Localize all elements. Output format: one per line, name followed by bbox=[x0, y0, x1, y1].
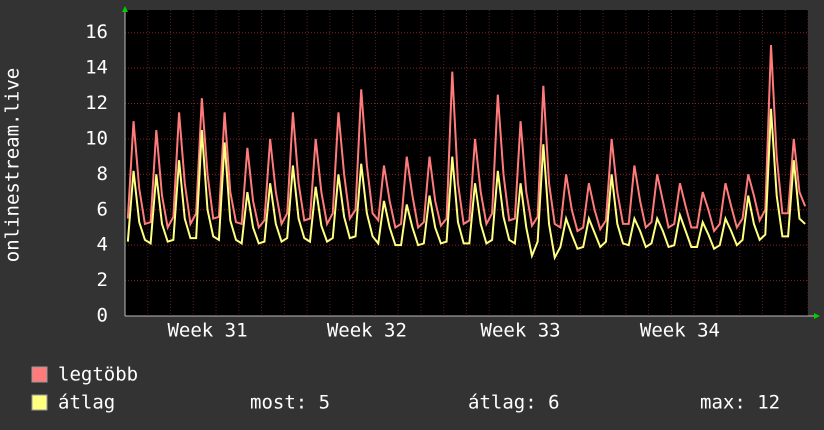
y-tick-label: 12 bbox=[85, 92, 108, 114]
x-tick-label: Week 31 bbox=[167, 320, 247, 342]
stat-label: most: 5 bbox=[250, 392, 330, 414]
x-tick-label: Week 32 bbox=[327, 320, 407, 342]
y-axis-arrow bbox=[122, 6, 128, 12]
legend-label: legtöbb bbox=[58, 364, 138, 386]
x-tick-label: Week 34 bbox=[640, 320, 720, 342]
y-tick-label: 16 bbox=[85, 21, 108, 43]
series-line bbox=[126, 108, 806, 261]
y-tick-label: 10 bbox=[85, 127, 108, 149]
stat-label: max: 12 bbox=[700, 392, 780, 414]
y-tick-label: 0 bbox=[97, 305, 108, 327]
y-tick-label: 8 bbox=[97, 163, 108, 185]
stat-label: átlag: 6 bbox=[468, 392, 560, 414]
x-axis-arrow bbox=[814, 313, 820, 319]
legend-label: átlag bbox=[58, 392, 115, 414]
x-tick-label: Week 33 bbox=[481, 320, 561, 342]
y-tick-label: 6 bbox=[97, 198, 108, 220]
legend-swatch bbox=[31, 366, 48, 383]
y-tick-label: 14 bbox=[85, 57, 108, 79]
y-tick-label: 4 bbox=[97, 234, 108, 256]
y-axis-label: onlinestream.live bbox=[2, 68, 24, 262]
y-tick-label: 2 bbox=[97, 269, 108, 291]
series-line bbox=[126, 45, 807, 234]
legend-swatch bbox=[31, 394, 48, 411]
